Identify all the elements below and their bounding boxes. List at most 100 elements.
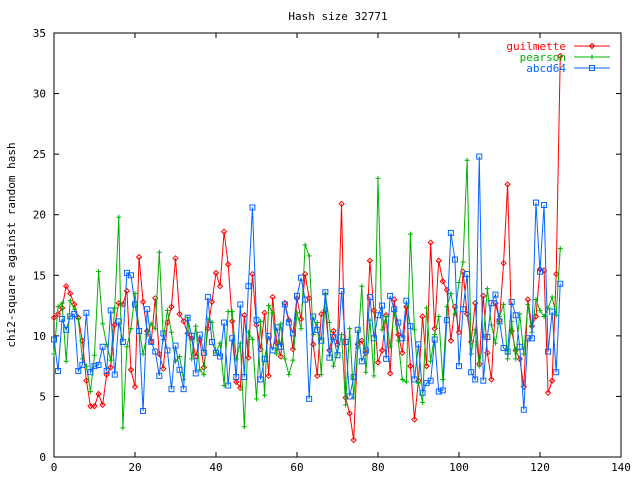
data-point-guilmette (50, 314, 58, 321)
data-point-abcd64 (399, 335, 406, 342)
data-point-pearson (537, 307, 543, 313)
data-point-pearson (116, 214, 122, 220)
data-point-guilmette (66, 290, 74, 297)
data-point-abcd64 (354, 326, 361, 333)
data-point-abcd64 (342, 338, 349, 345)
data-point-abcd64 (172, 342, 179, 349)
x-tick-label: 20 (128, 461, 141, 474)
data-point-abcd64 (160, 330, 167, 337)
legend-label-guilmette: guilmette (506, 40, 566, 53)
data-point-abcd64 (338, 288, 345, 295)
data-point-abcd64 (221, 319, 228, 326)
data-point-abcd64 (314, 326, 321, 333)
data-point-abcd64 (528, 335, 535, 342)
data-point-abcd64 (447, 229, 454, 236)
data-point-pearson (124, 344, 130, 350)
data-point-abcd64 (427, 377, 434, 384)
data-point-abcd64 (512, 312, 519, 319)
data-point-abcd64 (111, 371, 118, 378)
data-point-guilmette (261, 309, 268, 317)
data-point-pearson (120, 425, 126, 431)
data-point-pearson (444, 304, 450, 310)
data-point-abcd64 (435, 388, 442, 395)
data-point-pearson (371, 373, 377, 379)
data-point-pearson (501, 301, 507, 307)
data-point-abcd64 (59, 315, 66, 322)
data-point-pearson (326, 320, 332, 326)
data-point-abcd64 (549, 308, 556, 315)
x-tick-label: 0 (51, 461, 58, 474)
plot-frame (53, 32, 622, 458)
x-tick-label: 40 (209, 461, 222, 474)
data-point-abcd64 (318, 337, 325, 344)
data-point-guilmette (87, 402, 94, 410)
data-point-pearson (347, 326, 353, 332)
data-point-guilmette (427, 239, 434, 246)
data-point-abcd64 (537, 268, 543, 275)
data-point-pearson (310, 332, 316, 338)
data-point-abcd64 (302, 296, 309, 303)
data-point-guilmette (123, 287, 131, 295)
y-tick-label: 35 (33, 27, 46, 40)
data-point-abcd64 (91, 363, 98, 370)
data-point-pearson (484, 286, 490, 292)
data-point-abcd64 (192, 370, 199, 377)
data-point-abcd64 (294, 292, 300, 299)
data-point-pearson (359, 283, 365, 289)
data-point-pearson (193, 323, 199, 329)
data-point-pearson (420, 399, 426, 405)
data-point-abcd64 (480, 377, 487, 384)
data-point-abcd64 (115, 318, 122, 325)
data-point-abcd64 (439, 387, 446, 394)
data-point-abcd64 (79, 361, 86, 368)
data-point-abcd64 (107, 307, 114, 314)
data-point-pearson (96, 269, 102, 275)
series-abcd64 (51, 153, 564, 414)
data-point-pearson (549, 294, 555, 300)
data-point-pearson (525, 301, 531, 307)
data-point-abcd64 (132, 301, 138, 308)
data-point-pearson (75, 316, 81, 322)
data-point-abcd64 (136, 328, 143, 335)
data-point-abcd64 (63, 326, 70, 333)
x-tick-label: 80 (371, 461, 384, 474)
data-point-pearson (416, 380, 421, 386)
data-point-pearson (448, 290, 454, 296)
data-point-guilmette (435, 257, 442, 264)
data-point-abcd64 (508, 298, 515, 305)
data-point-guilmette (548, 377, 556, 384)
data-point-abcd64 (484, 334, 491, 341)
data-point-guilmette (83, 377, 90, 384)
data-point-pearson (282, 356, 288, 362)
chart-title: Hash size 32771 (288, 10, 387, 23)
data-point-pearson (270, 310, 276, 316)
data-point-abcd64 (403, 297, 410, 304)
data-point-pearson (492, 340, 498, 346)
data-point-guilmette (350, 436, 357, 444)
data-point-abcd64 (168, 386, 175, 393)
data-point-abcd64 (164, 347, 171, 354)
data-point-pearson (201, 372, 207, 378)
data-point-abcd64 (553, 369, 560, 376)
data-point-guilmette (224, 261, 232, 268)
data-point-pearson (488, 322, 494, 328)
data-point-guilmette (168, 303, 175, 310)
data-point-abcd64 (237, 301, 244, 308)
data-point-abcd64 (55, 367, 62, 374)
data-point-abcd64 (322, 289, 329, 296)
data-point-pearson (71, 306, 77, 312)
data-point-pearson (553, 312, 559, 318)
data-point-abcd64 (225, 382, 232, 389)
y-tick-label: 30 (33, 88, 46, 101)
data-point-pearson (505, 356, 511, 362)
data-point-abcd64 (419, 389, 426, 396)
data-point-pearson (513, 356, 519, 362)
data-point-abcd64 (87, 369, 94, 376)
data-point-pearson (241, 424, 247, 430)
data-point-abcd64 (387, 292, 394, 299)
data-point-abcd64 (71, 311, 78, 318)
data-point-guilmette (172, 255, 179, 262)
data-point-abcd64 (379, 302, 386, 309)
